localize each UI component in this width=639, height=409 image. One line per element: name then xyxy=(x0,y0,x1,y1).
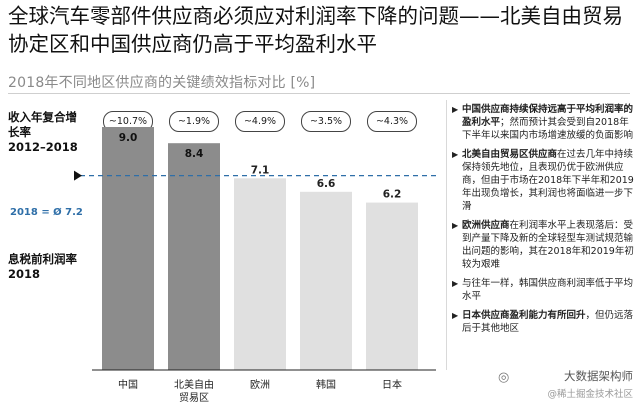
cagr-pill: ~4.9% xyxy=(235,111,285,132)
note-text: ；然而预计其会受到自2018年下半年以来国内市场增速放缓的负面影响 xyxy=(462,117,634,141)
bar-value-label: 6.2 xyxy=(383,189,402,201)
category-label: 贸易区 xyxy=(179,392,209,404)
category-label: 欧洲 xyxy=(250,379,270,391)
bar xyxy=(168,143,220,370)
subtitle-divider xyxy=(8,93,630,94)
note-bold: 日本供应商盈利能力有所回升 xyxy=(462,310,586,321)
ebit-label-year: 2018 xyxy=(8,267,41,281)
bar-value-label: 8.4 xyxy=(185,148,204,160)
cagr-pill: ~1.9% xyxy=(169,111,219,132)
note-text: 在利润率水平上表现落后：受到产量下降及新的全球轻型车测试规范输出问题的影响，其在… xyxy=(462,220,634,270)
bullet-arrow-icon: ▶ xyxy=(452,105,459,114)
cagr-label-line-1: 收入年复合增 xyxy=(8,110,77,124)
column-divider xyxy=(446,100,447,370)
bullet-arrow-icon: ▶ xyxy=(452,150,459,159)
page-title: 全球汽车零部件供应商必须应对利润率下降的问题——北美自由贸易协定区和中国供应商仍… xyxy=(8,4,623,56)
bar-chart: 9.0 中国 8.4 北美自由贸易区 7.1 欧洲 6.6 韩国 6.2 日本 xyxy=(74,127,440,404)
note-item: ▶ 欧洲供应商在利润率水平上表现落后：受到产量下降及新的全球轻型车测试规范输出问题… xyxy=(452,219,634,271)
bar-value-label: 7.1 xyxy=(251,164,270,176)
bar-value-label: 6.6 xyxy=(317,178,336,190)
note-item: ▶ 北美自由贸易区供应商在过去几年中持续保持领先地位，且表现仍优于欧洲供应商，但由… xyxy=(452,148,634,213)
bullet-arrow-icon: ▶ xyxy=(452,279,459,288)
average-marker xyxy=(74,170,82,181)
note-item: ▶ 中国供应商持续保持远高于平均利润率的盈利水平；然而预计其会受到自2018年下半… xyxy=(452,103,634,142)
bar xyxy=(300,191,352,370)
bar-value-label: 9.0 xyxy=(119,132,138,144)
wechat-icon: ◎ xyxy=(498,370,510,385)
average-label: 2018 = Ø 7.2 xyxy=(10,207,83,218)
cagr-pill: ~4.3% xyxy=(367,111,417,132)
note-item: ▶ 日本供应商盈利能力有所回升，但仍远落后于其他地区 xyxy=(452,309,634,335)
ebit-label: 息税前利润率 2018 xyxy=(8,252,77,282)
watermark-line-1: 大数据架构师 xyxy=(564,369,633,383)
category-label: 中国 xyxy=(118,378,138,391)
bar xyxy=(366,202,418,370)
category-label: 韩国 xyxy=(316,378,336,391)
cagr-pill: ~3.5% xyxy=(301,111,351,132)
commentary-list: ▶ 中国供应商持续保持远高于平均利润率的盈利水平；然而预计其会受到自2018年下半… xyxy=(452,103,634,341)
watermark: ◎ 大数据架构师 @稀土掘金技术社区 xyxy=(498,368,633,402)
note-bold: 欧洲供应商 xyxy=(462,220,510,231)
bullet-arrow-icon: ▶ xyxy=(452,311,459,320)
ebit-label-line-1: 息税前利润率 xyxy=(8,252,77,266)
bar xyxy=(234,178,286,370)
bar xyxy=(102,127,154,370)
bullet-arrow-icon: ▶ xyxy=(452,221,459,230)
watermark-line-2: @稀土掘金技术社区 xyxy=(547,389,633,400)
cagr-label-line-2: 长率 xyxy=(8,125,31,139)
chart-subtitle: 2018年不同地区供应商的关键绩效指标对比 [%] xyxy=(8,75,316,91)
note-bold: 中国供应商持续保持远高于平均利润率的盈利水平 xyxy=(462,104,634,128)
note-bold: 北美自由贸易区供应商 xyxy=(462,149,558,160)
note-text: 与往年一样，韩国供应商利润率低于平均水平 xyxy=(462,278,634,302)
cagr-label-period: 2012–2018 xyxy=(8,140,78,154)
note-text: 在过去几年中持续保持领先地位，且表现仍优于欧洲供应商，但由于市场在2018年下半… xyxy=(462,149,634,212)
category-label: 北美自由 xyxy=(174,378,214,391)
cagr-label: 收入年复合增 长率 2012–2018 xyxy=(8,110,78,155)
note-text: ，但仍远落后于其他地区 xyxy=(462,310,634,334)
category-label: 日本 xyxy=(382,378,402,391)
note-item: ▶ 与往年一样，韩国供应商利润率低于平均水平 xyxy=(452,277,634,303)
